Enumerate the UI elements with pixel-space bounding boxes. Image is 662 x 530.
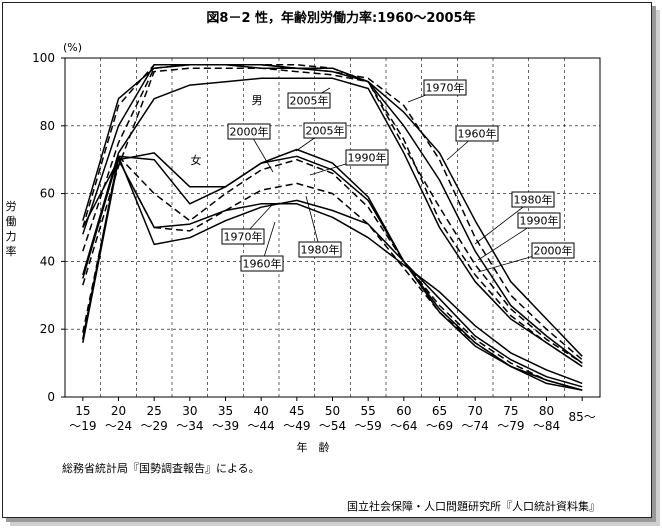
chart-annotations: 男女 2005年 1970年 1960年 1980年 1990年 2000年 2000年 200… bbox=[191, 79, 575, 273]
y-axis-label-char: 力 bbox=[6, 230, 17, 243]
x-tick-label: ～29 bbox=[141, 419, 168, 433]
y-tick-label: 20 bbox=[40, 322, 55, 336]
x-tick-label: 20 bbox=[111, 404, 126, 418]
year-label-box bbox=[287, 92, 331, 109]
x-tick-label: ～34 bbox=[176, 419, 203, 433]
x-tick-label: ～69 bbox=[426, 419, 453, 433]
y-unit-label: (%) bbox=[63, 41, 82, 54]
x-tick-label: 35 bbox=[218, 404, 233, 418]
year-label-box bbox=[303, 122, 347, 139]
chart-title: 図8－2 性，年齢別労働力率:1960～2005年 bbox=[206, 10, 475, 26]
year-label: 1960年 bbox=[243, 257, 282, 271]
year-label-box bbox=[517, 212, 561, 229]
x-tick-label: ～64 bbox=[390, 419, 417, 433]
x-tick-label: ～84 bbox=[533, 419, 560, 433]
year-label-box bbox=[531, 242, 575, 259]
leader-line bbox=[305, 195, 321, 250]
x-tick-label: 30 bbox=[182, 404, 197, 418]
y-tick-label: 0 bbox=[47, 390, 55, 404]
series-line-female-1960 bbox=[82, 158, 583, 385]
chart-grid bbox=[65, 58, 600, 397]
x-tick-label: ～79 bbox=[497, 419, 524, 433]
year-label-box bbox=[345, 149, 389, 166]
year-label-box bbox=[423, 79, 467, 96]
x-tick-label: 70 bbox=[468, 404, 483, 418]
year-label-box bbox=[240, 255, 284, 272]
year-label: 1980年 bbox=[301, 243, 340, 257]
x-tick-label: 75 bbox=[503, 404, 518, 418]
series-line-male-1960 bbox=[82, 64, 583, 357]
year-label-box bbox=[221, 228, 265, 245]
source-note: 総務省統計局『国勢調査報告』による。 bbox=[62, 461, 260, 475]
y-tick-label: 60 bbox=[40, 187, 55, 201]
series-line-male-1990 bbox=[82, 64, 583, 364]
y-axis-label-char: 労 bbox=[6, 199, 17, 213]
year-label-box bbox=[511, 191, 555, 208]
series-line-male-2000 bbox=[82, 77, 583, 368]
year-label-box bbox=[298, 241, 342, 258]
year-label: 1960年 bbox=[458, 127, 497, 141]
year-label: 1990年 bbox=[520, 214, 559, 228]
y-tick-label: 100 bbox=[32, 51, 55, 65]
y-tick-label: 80 bbox=[40, 119, 55, 133]
x-tick-label: 25 bbox=[147, 404, 162, 418]
year-label-box bbox=[455, 125, 499, 142]
series-line-female-1970 bbox=[82, 155, 583, 388]
year-label: 1970年 bbox=[426, 81, 465, 95]
x-tick-label: 60 bbox=[396, 404, 411, 418]
x-tick-label: 15 bbox=[75, 404, 90, 418]
x-tick-label: ～59 bbox=[355, 419, 382, 433]
male-label: 男 bbox=[252, 94, 263, 107]
x-tick-label: ～54 bbox=[319, 419, 346, 433]
y-axis-label: 労働力率 bbox=[6, 199, 17, 258]
x-tick-label: 55 bbox=[361, 404, 376, 418]
year-label: 2005年 bbox=[306, 124, 345, 138]
series-line-male-1980 bbox=[82, 64, 583, 364]
figure-frame bbox=[2, 2, 652, 518]
y-tick-label: 40 bbox=[40, 254, 55, 268]
y-axis-label-char: 率 bbox=[6, 244, 17, 258]
year-label-box bbox=[227, 123, 271, 140]
x-tick-label: 45 bbox=[289, 404, 304, 418]
y-axis-label-char: 働 bbox=[6, 215, 17, 228]
chart-series bbox=[82, 64, 583, 391]
x-tick-label: 80 bbox=[539, 404, 554, 418]
x-tick-label: ～39 bbox=[212, 419, 239, 433]
year-label: 1990年 bbox=[348, 151, 387, 165]
chart-axes: 02040608010015～1920～2425～2930～3435～3940～… bbox=[32, 51, 601, 433]
year-label: 2000年 bbox=[230, 125, 269, 139]
year-label: 2005年 bbox=[290, 94, 329, 108]
x-tick-label: 40 bbox=[254, 404, 269, 418]
year-label: 1980年 bbox=[514, 193, 553, 207]
series-line-female-1990 bbox=[82, 155, 583, 391]
year-label: 1970年 bbox=[224, 230, 263, 244]
publisher-note: 国立社会保障・人口問題研究所『人口統計資料集』 bbox=[347, 499, 600, 513]
x-tick-label: ～49 bbox=[283, 419, 310, 433]
x-tick-label: ～44 bbox=[248, 419, 275, 433]
x-tick-label: 65 bbox=[432, 404, 447, 418]
x-tick-label: ～24 bbox=[105, 419, 132, 433]
series-line-female-1980 bbox=[82, 158, 583, 391]
x-tick-label: ～74 bbox=[462, 419, 489, 433]
series-line-female-2000 bbox=[82, 155, 583, 391]
x-axis-label: 年 齢 bbox=[297, 440, 330, 454]
x-tick-label: 85～ bbox=[569, 410, 596, 424]
x-tick-label: ～19 bbox=[69, 419, 96, 433]
year-label: 2000年 bbox=[534, 244, 573, 258]
x-tick-label: 50 bbox=[325, 404, 340, 418]
female-label: 女 bbox=[191, 153, 202, 167]
series-line-female-2005 bbox=[82, 148, 583, 391]
series-line-male-2005 bbox=[82, 67, 583, 368]
